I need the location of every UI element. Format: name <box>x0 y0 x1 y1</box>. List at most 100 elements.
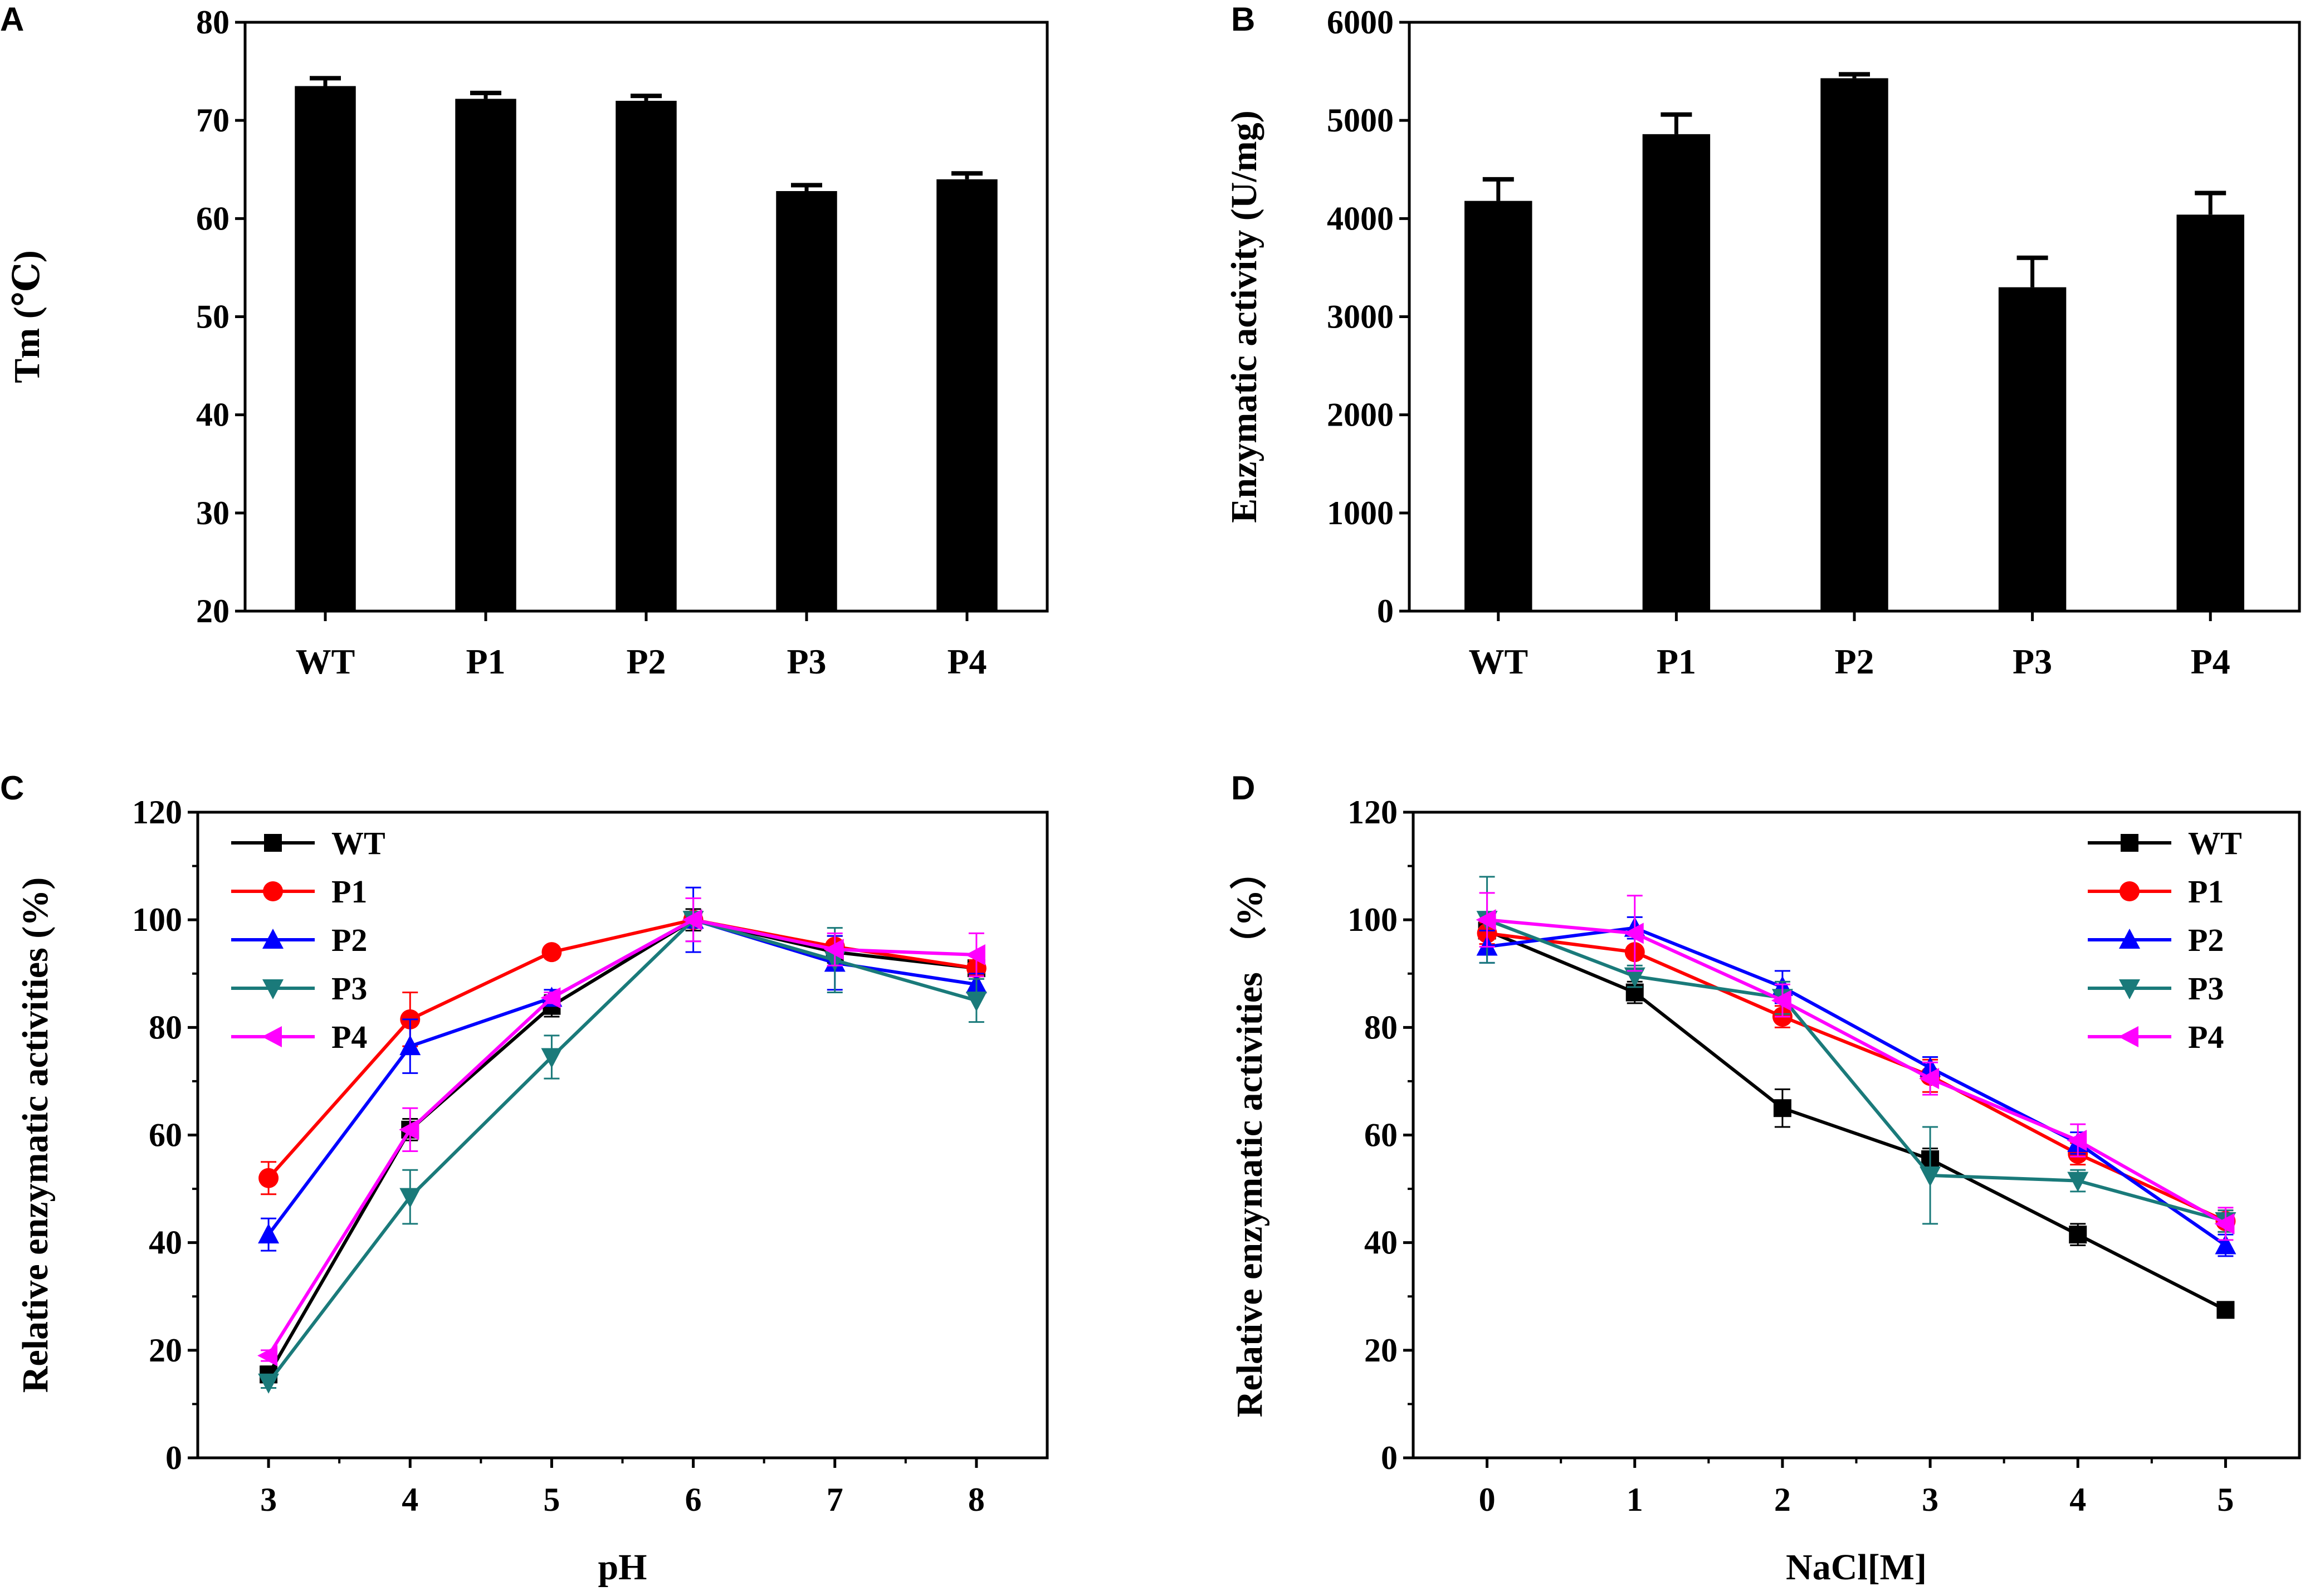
x-tick-label: 2 <box>1774 1481 1791 1518</box>
legend-label: WT <box>2188 825 2242 861</box>
panel-letter: B <box>1231 1 1255 38</box>
y-tick-label: 1000 <box>1327 495 1394 531</box>
series-line <box>1487 918 2226 1226</box>
legend-marker <box>263 881 283 901</box>
y-tick-label: 60 <box>196 200 229 237</box>
category-label: P4 <box>2191 642 2230 681</box>
bar-p3 <box>776 191 837 611</box>
y-tick-label: 70 <box>196 102 229 139</box>
y-tick-label: 2000 <box>1327 397 1394 433</box>
panel-letter: C <box>0 769 24 807</box>
bar-p3 <box>1998 287 2067 611</box>
data-point <box>1771 990 1791 1012</box>
legend-marker <box>2121 834 2138 852</box>
data-point <box>541 942 562 963</box>
data-point <box>258 1223 280 1244</box>
y-tick-label: 100 <box>1347 901 1398 938</box>
category-label: P4 <box>947 642 987 681</box>
y-axis-label: Tm (℃) <box>7 250 47 383</box>
data-point <box>2067 1130 2087 1151</box>
category-label: P1 <box>1657 642 1696 681</box>
bar-p1 <box>455 99 516 611</box>
data-point <box>1920 1166 1941 1187</box>
y-tick-label: 3000 <box>1327 299 1394 335</box>
category-label: P1 <box>466 642 505 681</box>
series-line <box>1487 931 2226 1223</box>
data-point <box>541 1048 563 1068</box>
y-tick-label: 120 <box>1347 794 1398 831</box>
x-tick-label: 7 <box>827 1481 843 1518</box>
legend-marker <box>264 834 282 852</box>
data-point <box>399 1119 419 1140</box>
y-tick-label: 0 <box>1381 1439 1398 1476</box>
data-point <box>2067 1172 2089 1192</box>
data-point <box>1624 967 1645 988</box>
series-line <box>267 918 977 1357</box>
series-line <box>1486 918 2226 1223</box>
series-wt <box>260 908 985 1384</box>
x-axis-label: NaCl[M] <box>1786 1547 1927 1588</box>
y-tick-label: 80 <box>1364 1009 1398 1046</box>
legend-label: P3 <box>2188 970 2224 1007</box>
panel-c-line-chart: C 0 20 40 60 80 100 120 Relative enzymatic activ… <box>0 769 1049 1588</box>
panel-a-bar-chart: A 20 30 40 50 60 70 80 Tm (℃) WT P1 P2 P3 P4 <box>0 1 1049 681</box>
x-tick-label: 5 <box>2217 1481 2234 1518</box>
legend: WT P1 P2 P3 P4 <box>231 825 385 1055</box>
bar-wt <box>1464 201 1532 612</box>
x-axis-label: pH <box>598 1547 647 1588</box>
legend-marker <box>2120 881 2140 901</box>
category-label: P2 <box>1834 642 1874 681</box>
y-axis-label: Relative enzymatic activities (%) <box>15 877 56 1393</box>
legend-marker <box>2119 979 2140 999</box>
y-tick-label: 5000 <box>1327 102 1394 139</box>
data-point <box>399 1188 421 1208</box>
series-p1 <box>1477 921 2236 1233</box>
y-tick-label: 20 <box>196 593 229 629</box>
category-label: WT <box>1468 642 1528 681</box>
category-label: P3 <box>2013 642 2052 681</box>
data-point <box>2216 1301 2235 1319</box>
y-tick-label: 80 <box>196 4 229 41</box>
data-point <box>965 992 987 1012</box>
data-point <box>965 944 985 965</box>
data-point <box>1623 923 1644 944</box>
legend-label: P3 <box>331 970 367 1007</box>
legend-label: P2 <box>331 922 367 958</box>
legend-label: P4 <box>331 1019 367 1055</box>
y-tick-label: 20 <box>149 1332 182 1369</box>
panel-b-bar-chart: B 0 1000 2000 3000 4000 5000 6000 Enzymatic acti… <box>1224 1 2301 681</box>
y-tick-label: 30 <box>196 495 229 531</box>
bar-p1 <box>1642 134 1711 611</box>
y-tick-label: 20 <box>1364 1332 1398 1369</box>
legend-marker <box>2119 929 2140 949</box>
y-tick-label: 100 <box>132 901 182 938</box>
x-tick-label: 4 <box>402 1481 418 1518</box>
category-label: WT <box>296 642 355 681</box>
legend: WT P1 P2 P3 P4 <box>2088 825 2242 1055</box>
panel-letter: D <box>1231 769 1255 807</box>
panel-letter: A <box>0 1 24 38</box>
series-p3 <box>1476 876 2236 1233</box>
y-tick-label: 0 <box>1377 593 1394 629</box>
series-p4 <box>1476 892 2235 1241</box>
bar-p4 <box>2176 214 2244 612</box>
data-point <box>540 987 561 1009</box>
data-point <box>823 939 844 960</box>
legend-label: P2 <box>2188 922 2224 958</box>
x-tick-label: 6 <box>685 1481 702 1518</box>
category-label: P3 <box>787 642 826 681</box>
legend-label: P4 <box>2188 1019 2224 1055</box>
data-point <box>1919 1068 1940 1090</box>
bar-p4 <box>936 179 998 611</box>
y-tick-label: 60 <box>1364 1117 1398 1154</box>
data-point <box>257 1345 278 1366</box>
y-tick-label: 60 <box>149 1117 182 1154</box>
legend-marker <box>262 929 284 949</box>
bar-p2 <box>1820 78 1888 612</box>
x-tick-label: 5 <box>543 1481 560 1518</box>
data-point <box>258 1373 280 1394</box>
legend-label: P1 <box>331 873 367 910</box>
y-tick-label: 0 <box>165 1439 182 1476</box>
